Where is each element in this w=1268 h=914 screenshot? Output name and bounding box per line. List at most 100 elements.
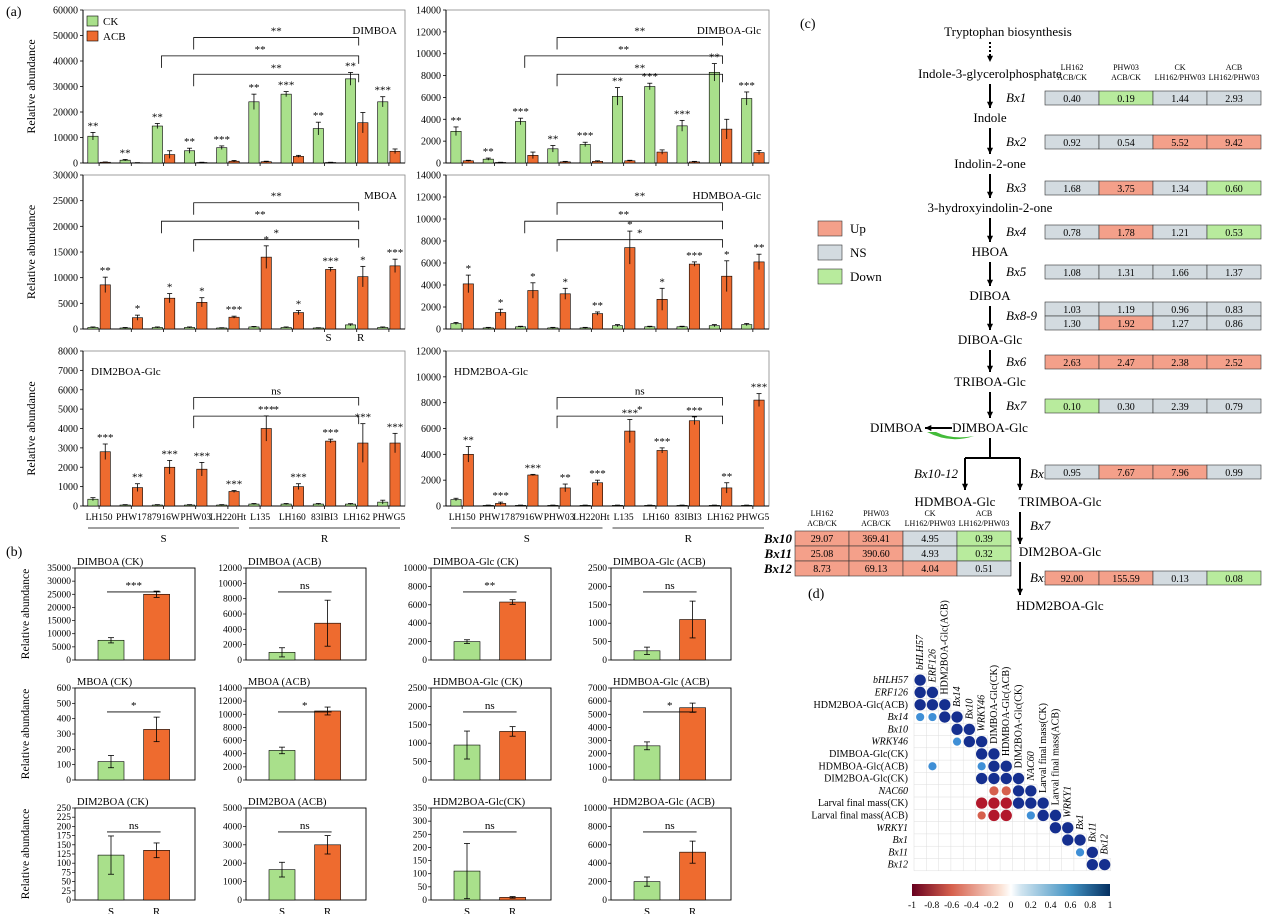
dashed-arrow-head — [986, 55, 994, 62]
correlation-dot — [926, 699, 939, 711]
significance-label: *** — [686, 250, 703, 262]
pathway-node: TRIMBOA-Glc — [1018, 494, 1101, 509]
significance-label: * — [627, 219, 633, 231]
y-tick-label: 1000 — [58, 482, 78, 493]
comparison-label: *** — [126, 580, 143, 592]
column-label: bHLH57 — [915, 634, 926, 670]
x-tick-label: PHW17 — [479, 513, 510, 523]
row-label: Bx14 — [887, 712, 908, 723]
significance-label: ** — [450, 115, 461, 127]
y-tick-label: 225 — [57, 813, 72, 823]
y-tick-label: 0 — [237, 656, 242, 666]
y-tick-label: 10000 — [53, 273, 78, 284]
y-tick-label: 500 — [57, 699, 72, 709]
correlation-dot — [989, 786, 999, 796]
x-tick-label: R — [153, 906, 161, 914]
panel-b-label: (b) — [6, 545, 23, 560]
bar-s — [268, 750, 296, 781]
legend-up-swatch — [817, 220, 843, 237]
x-tick-label: 87916W — [510, 513, 543, 523]
significance-label: *** — [751, 382, 768, 394]
gene-row-cell — [1206, 570, 1262, 586]
chart-title: MBOA — [364, 190, 397, 202]
correlation-dot — [914, 674, 926, 686]
y-tick-label: 0 — [73, 325, 78, 336]
significance-label: ** — [721, 471, 732, 483]
correlation-dot — [914, 699, 926, 711]
comparison-bracket — [556, 37, 723, 50]
bracket-label: ** — [255, 209, 266, 221]
y-tick-label: 200 — [57, 745, 72, 755]
y-tick-label: 20000 — [53, 108, 78, 119]
split-arrow-right-head — [1016, 483, 1024, 490]
x-tick-label: S — [464, 906, 470, 914]
comparison-label: ns — [665, 580, 675, 592]
gene-row-value: 3.75 — [1117, 184, 1135, 195]
bar-r — [499, 601, 526, 661]
chart-b3: 0 2000 4000 6000 8000 10000 DIMBOA-Glc (CK) ** — [403, 557, 552, 666]
y-tick-label: 10000 — [53, 133, 78, 144]
bar-r — [679, 707, 706, 781]
x-tick-label: PHWG5 — [373, 513, 406, 523]
chart-title: DIMBOA-Glc (ACB) — [613, 557, 706, 568]
y-tick-label: 35000 — [47, 564, 71, 574]
gene-label: Bx4 — [1006, 224, 1027, 239]
chart-title: DIM2BOA (ACB) — [248, 797, 327, 808]
column-label: HDMBOA-Glc(ACB) — [1001, 667, 1012, 756]
y-tick-label: 6000 — [588, 841, 607, 851]
significance-label: *** — [589, 468, 606, 480]
y-tick-label: 30000 — [53, 171, 78, 182]
bar-acb — [688, 263, 700, 330]
y-tick-label: 250 — [413, 830, 428, 840]
bar-ck — [450, 131, 462, 164]
legend-ns-swatch — [817, 244, 843, 261]
y-tick-label: 0 — [602, 656, 607, 666]
y-tick-label: 2000 — [588, 582, 607, 592]
correlation-dot — [939, 699, 951, 711]
legend-ck-label: CK — [103, 16, 118, 28]
x-tick-label: L135 — [614, 513, 634, 523]
y-tick-label: 4000 — [223, 625, 242, 635]
correlation-dot — [977, 811, 986, 820]
y-tick-label: 14000 — [416, 171, 441, 182]
panel-a-charts: 0100002000030000400005000060000DIMBOARel… — [24, 6, 769, 546]
scale-tick-label: -0.4 — [964, 901, 979, 911]
y-tick-label: 5000 — [58, 405, 78, 416]
x-tick-label: S — [279, 906, 285, 914]
column-header-bottom: LH162/PHW03 — [959, 519, 1010, 528]
gene-label: Bx2 — [1006, 134, 1027, 149]
y-axis-label: Relative abundance — [20, 569, 32, 659]
gene-row-value: 0.39 — [975, 534, 993, 545]
y-tick-label: 10000 — [416, 49, 441, 60]
gene-row-value: 0.13 — [1171, 574, 1189, 585]
gene-row-value: 5.52 — [1171, 138, 1189, 149]
y-tick-label: 150 — [57, 841, 72, 851]
x-tick-label: S — [644, 906, 650, 914]
row-label: ERF126 — [874, 687, 908, 698]
y-tick-label: 2500 — [588, 564, 607, 574]
y-tick-label: 3000 — [588, 737, 607, 747]
row-label: WRKY1 — [876, 823, 908, 834]
y-tick-label: 350 — [413, 804, 428, 814]
y-tick-label: 60000 — [53, 6, 78, 17]
gene-row-value: 69.13 — [865, 564, 888, 575]
x-tick-label: R — [689, 906, 697, 914]
comparison-label: ns — [665, 820, 675, 832]
y-tick-label: 200 — [57, 822, 72, 832]
chart-title: MBOA (CK) — [77, 677, 133, 688]
y-tick-label: 0 — [436, 159, 441, 170]
pathway-node: HDM2BOA-Glc — [1016, 598, 1104, 613]
y-tick-label: 4000 — [58, 424, 78, 435]
y-tick-label: 50000 — [53, 31, 78, 42]
significance-label: ** — [248, 82, 259, 94]
y-tick-label: 2000 — [421, 303, 441, 314]
significance-label: *** — [577, 130, 594, 142]
chart-b8: 0 1000 2000 3000 4000 5000 6000 7000 HDMBOA-Glc … — [588, 677, 732, 786]
y-tick-label: 2000 — [223, 763, 242, 773]
pathway-arrow-head — [986, 235, 994, 242]
y-tick-label: 8000 — [588, 822, 607, 832]
column-label: DIM2BOA-Glc(CK) — [1014, 685, 1025, 769]
column-header-bottom: ACB/CK — [861, 519, 891, 528]
column-header-top: CK — [1174, 63, 1185, 72]
bar-acb — [656, 450, 668, 507]
